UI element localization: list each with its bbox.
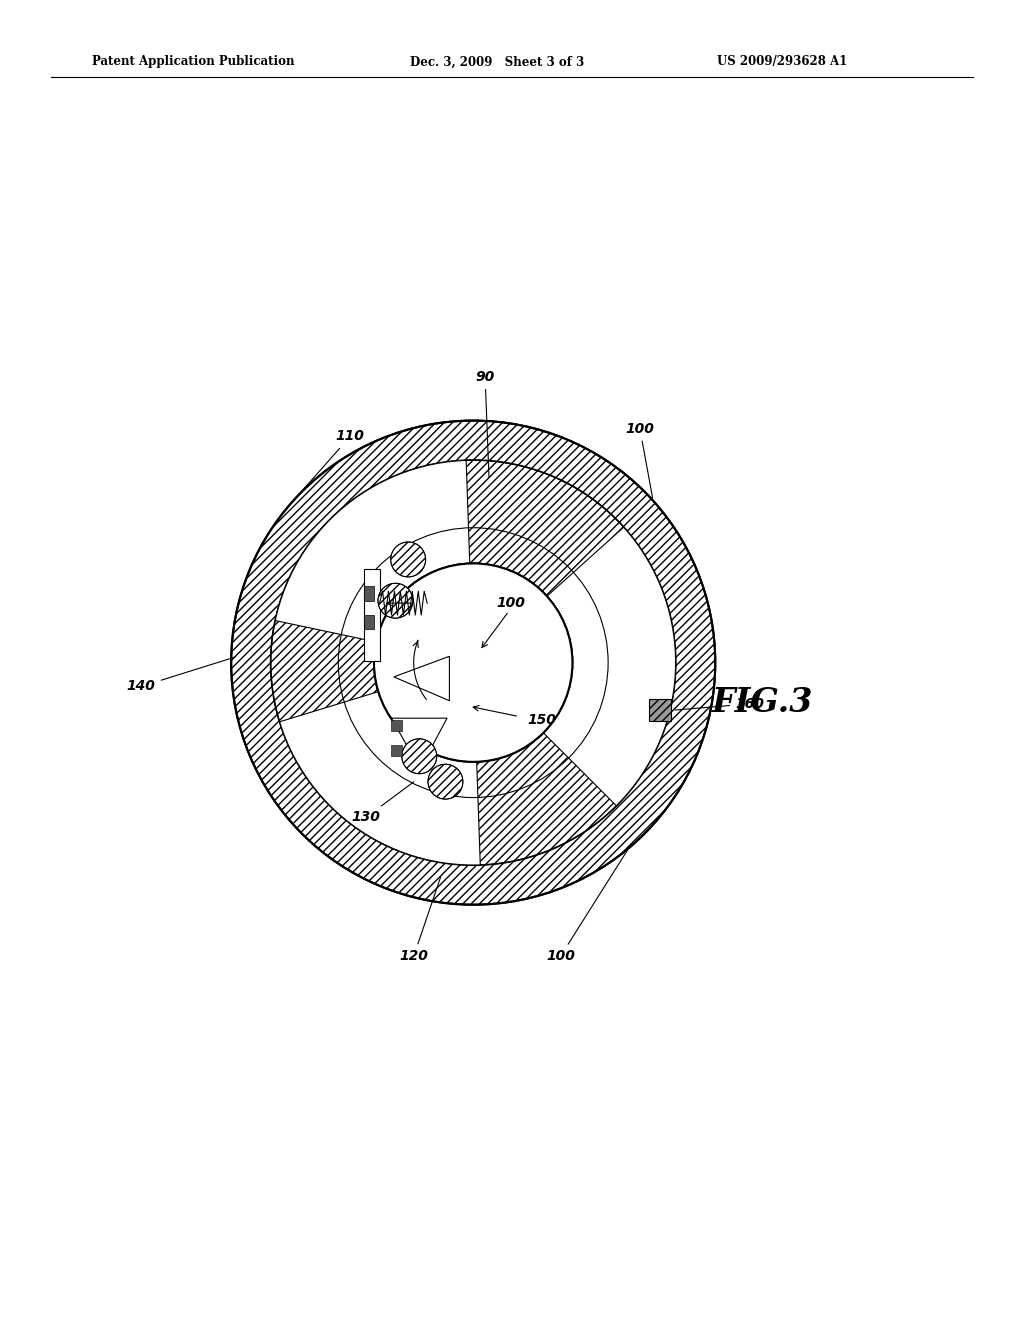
FancyBboxPatch shape: [364, 569, 380, 660]
Text: 130: 130: [351, 781, 414, 825]
Circle shape: [391, 543, 426, 577]
Wedge shape: [270, 461, 676, 865]
Polygon shape: [391, 718, 447, 770]
Text: 160: 160: [675, 697, 764, 711]
Text: 100: 100: [546, 850, 628, 964]
Circle shape: [374, 564, 572, 762]
FancyBboxPatch shape: [648, 700, 671, 721]
Wedge shape: [271, 620, 378, 722]
Text: 120: 120: [399, 878, 440, 964]
Wedge shape: [280, 692, 480, 865]
Circle shape: [378, 583, 413, 618]
Text: Patent Application Publication: Patent Application Publication: [92, 55, 295, 69]
Text: 140: 140: [127, 657, 234, 693]
Text: US 2009/293628 A1: US 2009/293628 A1: [717, 55, 847, 69]
Text: 100: 100: [626, 421, 654, 498]
Wedge shape: [477, 733, 616, 865]
FancyBboxPatch shape: [364, 615, 374, 630]
Polygon shape: [394, 656, 450, 701]
Text: FIG.3: FIG.3: [712, 686, 814, 719]
FancyBboxPatch shape: [391, 719, 401, 731]
Wedge shape: [275, 461, 470, 642]
FancyBboxPatch shape: [391, 746, 401, 756]
Circle shape: [428, 764, 463, 799]
Text: 150: 150: [527, 713, 556, 727]
Wedge shape: [231, 421, 715, 904]
Text: 90: 90: [475, 370, 495, 478]
Text: 100: 100: [497, 597, 525, 610]
Wedge shape: [466, 461, 624, 597]
Circle shape: [401, 739, 436, 774]
Wedge shape: [544, 520, 676, 805]
Text: Dec. 3, 2009   Sheet 3 of 3: Dec. 3, 2009 Sheet 3 of 3: [410, 55, 584, 69]
Text: 110: 110: [295, 429, 365, 499]
FancyBboxPatch shape: [364, 586, 374, 601]
